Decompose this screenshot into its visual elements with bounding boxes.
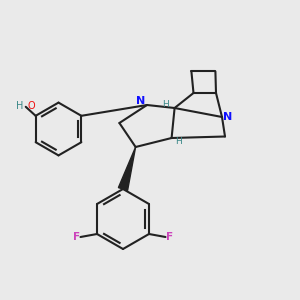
Text: H: H: [175, 136, 181, 146]
Text: F: F: [166, 232, 173, 242]
Text: H: H: [162, 100, 169, 109]
Text: H: H: [16, 101, 24, 111]
Text: N: N: [136, 96, 145, 106]
Polygon shape: [118, 147, 136, 190]
Text: O: O: [28, 101, 35, 111]
Text: N: N: [223, 112, 232, 122]
Text: F: F: [73, 232, 80, 242]
